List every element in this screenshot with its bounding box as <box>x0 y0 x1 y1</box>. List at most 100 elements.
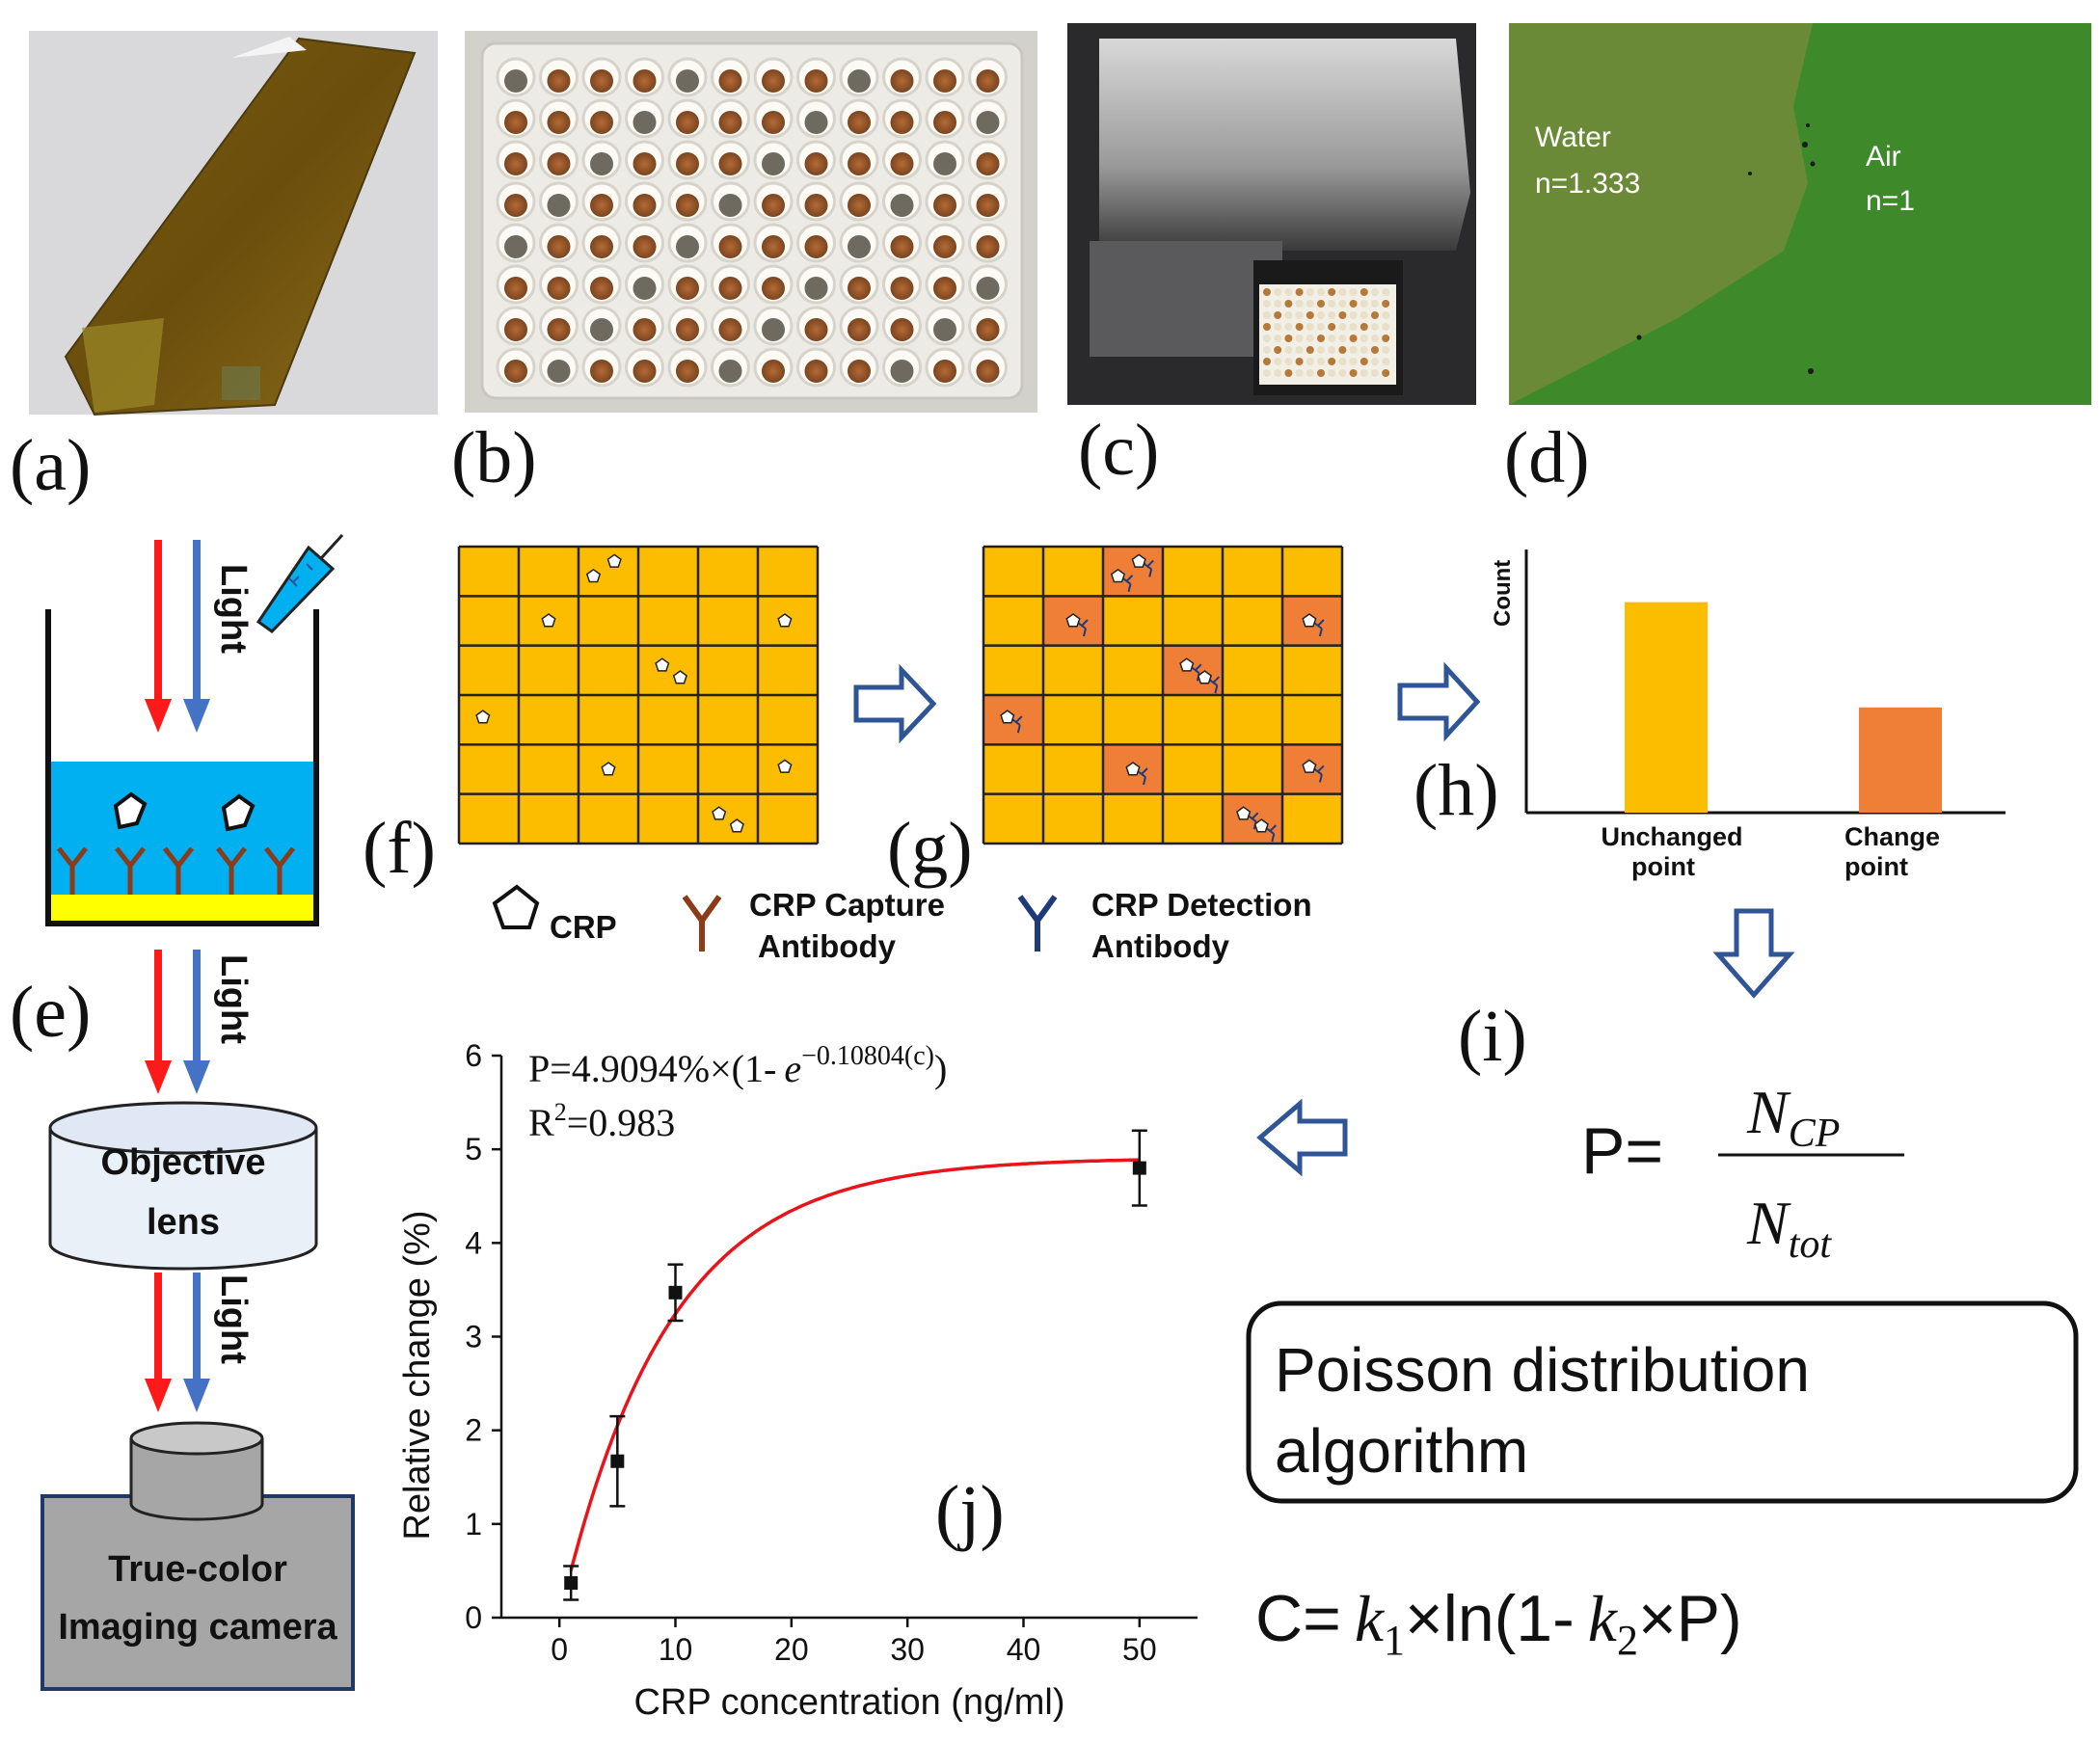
plate-well-sample <box>890 69 914 93</box>
plate-well-sample <box>804 318 828 341</box>
y-tick-label: 3 <box>465 1320 482 1354</box>
fit-r2-value: =0.983 <box>567 1101 676 1144</box>
plate-well-sample <box>804 277 828 300</box>
chart-ylabel: Relative change (%) <box>397 1210 438 1540</box>
plate-well-sample <box>762 235 785 258</box>
plate-well-sample <box>848 111 871 134</box>
plate-well-sample <box>504 69 527 93</box>
mini-plate-well <box>1349 300 1358 308</box>
mini-plate-well <box>1360 369 1368 377</box>
plate-well-sample <box>933 152 956 175</box>
plate-well-sample <box>762 152 785 175</box>
mini-plate-well <box>1295 288 1304 296</box>
crp-pentagon-icon <box>1302 613 1317 628</box>
mini-plate-well <box>1306 358 1314 365</box>
chart-j: 0 10 20 30 40 50 0 1 2 3 4 5 6 CRP concentration (ng… <box>397 1038 1198 1723</box>
plate-well-sample <box>504 318 527 341</box>
x-tick-label: 10 <box>659 1632 693 1667</box>
mini-plate-well <box>1306 311 1314 319</box>
capture-antibody-icon <box>216 846 247 895</box>
fit-equation-prefix: P=4.9094%×(1- <box>528 1047 776 1090</box>
plate-well-sample <box>848 235 871 258</box>
mini-plate-well <box>1263 300 1271 308</box>
detection-antibody-icon <box>1077 619 1089 637</box>
fit-equation-exponent: −0.10804(c) <box>801 1041 934 1071</box>
plate-well-sample <box>676 277 699 300</box>
plate-well-sample <box>633 235 657 258</box>
mini-plate-well <box>1317 346 1325 354</box>
detection-antibody-icon <box>1121 575 1134 593</box>
plate-well-sample <box>933 277 956 300</box>
svg-text:NCP: NCP <box>1746 1078 1840 1156</box>
objective-lens: Objective lens <box>48 1101 318 1271</box>
plate-well-sample <box>976 360 1000 383</box>
plate-well-sample <box>718 360 742 383</box>
formula-c-k1-sub: 1 <box>1384 1617 1405 1664</box>
mini-plate-well <box>1349 323 1358 331</box>
chart-xlabel: CRP concentration (ng/ml) <box>633 1682 1064 1723</box>
crp-pentagon-icon <box>492 884 540 929</box>
crp-pentagon-icon <box>601 762 616 776</box>
mini-plate-well <box>1263 369 1271 377</box>
plate-well-sample <box>804 194 828 217</box>
plate-well-sample <box>633 277 657 300</box>
fit-r2-sup: 2 <box>554 1098 567 1126</box>
plate-well-sample <box>504 235 527 258</box>
arrow-left-icon <box>1256 1098 1348 1177</box>
mini-plate-well <box>1284 311 1293 319</box>
plate-well-sample <box>933 111 956 134</box>
mini-plate-well <box>1349 288 1358 296</box>
detection-antibody-icon <box>1313 619 1325 637</box>
panel-label-b: (b) <box>451 417 537 498</box>
fit-r2-prefix: R <box>528 1101 554 1144</box>
air-label: Air <box>1866 141 1901 173</box>
photo-c-instrument <box>1067 23 1476 405</box>
mini-plate-well <box>1263 311 1271 319</box>
crp-pentagon-icon <box>541 613 556 628</box>
mini-plate-well <box>1317 358 1325 365</box>
plate-well-sample <box>762 318 785 341</box>
plate-well-sample <box>676 194 699 217</box>
data-point <box>1132 1161 1146 1175</box>
plate-well-sample <box>718 277 742 300</box>
x-tick-label: 0 <box>551 1632 568 1667</box>
mini-plate-well <box>1338 335 1347 342</box>
plate-well-sample <box>590 235 613 258</box>
formula-p-numerator-sub: CP <box>1789 1112 1841 1156</box>
poisson-line1: Poisson distribution <box>1275 1335 1810 1405</box>
mini-plate-well <box>1328 311 1336 319</box>
mini-plate-well <box>1306 369 1314 377</box>
mini-plate-well <box>1371 358 1379 365</box>
mini-plate-well <box>1360 335 1368 342</box>
plate-well-sample <box>547 235 571 258</box>
detection-antibody-icon <box>1143 559 1154 577</box>
fit-r2: R2=0.983 <box>528 1098 675 1144</box>
crp-pentagon-icon <box>655 657 670 672</box>
mini-plate-well <box>1306 300 1314 308</box>
x-tick-label: 40 <box>1007 1632 1041 1667</box>
plate-well-sample <box>676 360 699 383</box>
plate-well-sample <box>504 111 527 134</box>
plate-well-sample <box>976 318 1000 341</box>
plate-well-sample <box>762 194 785 217</box>
plate-well-sample <box>718 235 742 258</box>
mini-plate-well <box>1382 346 1390 354</box>
mini-plate-well <box>1317 311 1325 319</box>
crp-pentagon-icon <box>475 710 491 724</box>
crp-pentagon-icon <box>1197 670 1212 684</box>
mini-plate-well <box>1371 346 1379 354</box>
mini-plate-well <box>1328 335 1336 342</box>
grid-g <box>982 545 1344 845</box>
objective-label-line2: lens <box>147 1202 220 1243</box>
plate-well-sample <box>590 69 613 93</box>
plate-well-sample <box>547 194 571 217</box>
capture-antibody-icon <box>264 846 295 895</box>
mini-plate-well <box>1382 323 1390 331</box>
plate-well-sample <box>590 277 613 300</box>
crp-pentagon-icon <box>1125 762 1141 776</box>
light-label-top: Light <box>213 564 254 654</box>
plate-well-sample <box>590 318 613 341</box>
plate-well-sample <box>848 152 871 175</box>
mini-plate-well <box>1360 358 1368 365</box>
mini-plate-well <box>1328 288 1336 296</box>
